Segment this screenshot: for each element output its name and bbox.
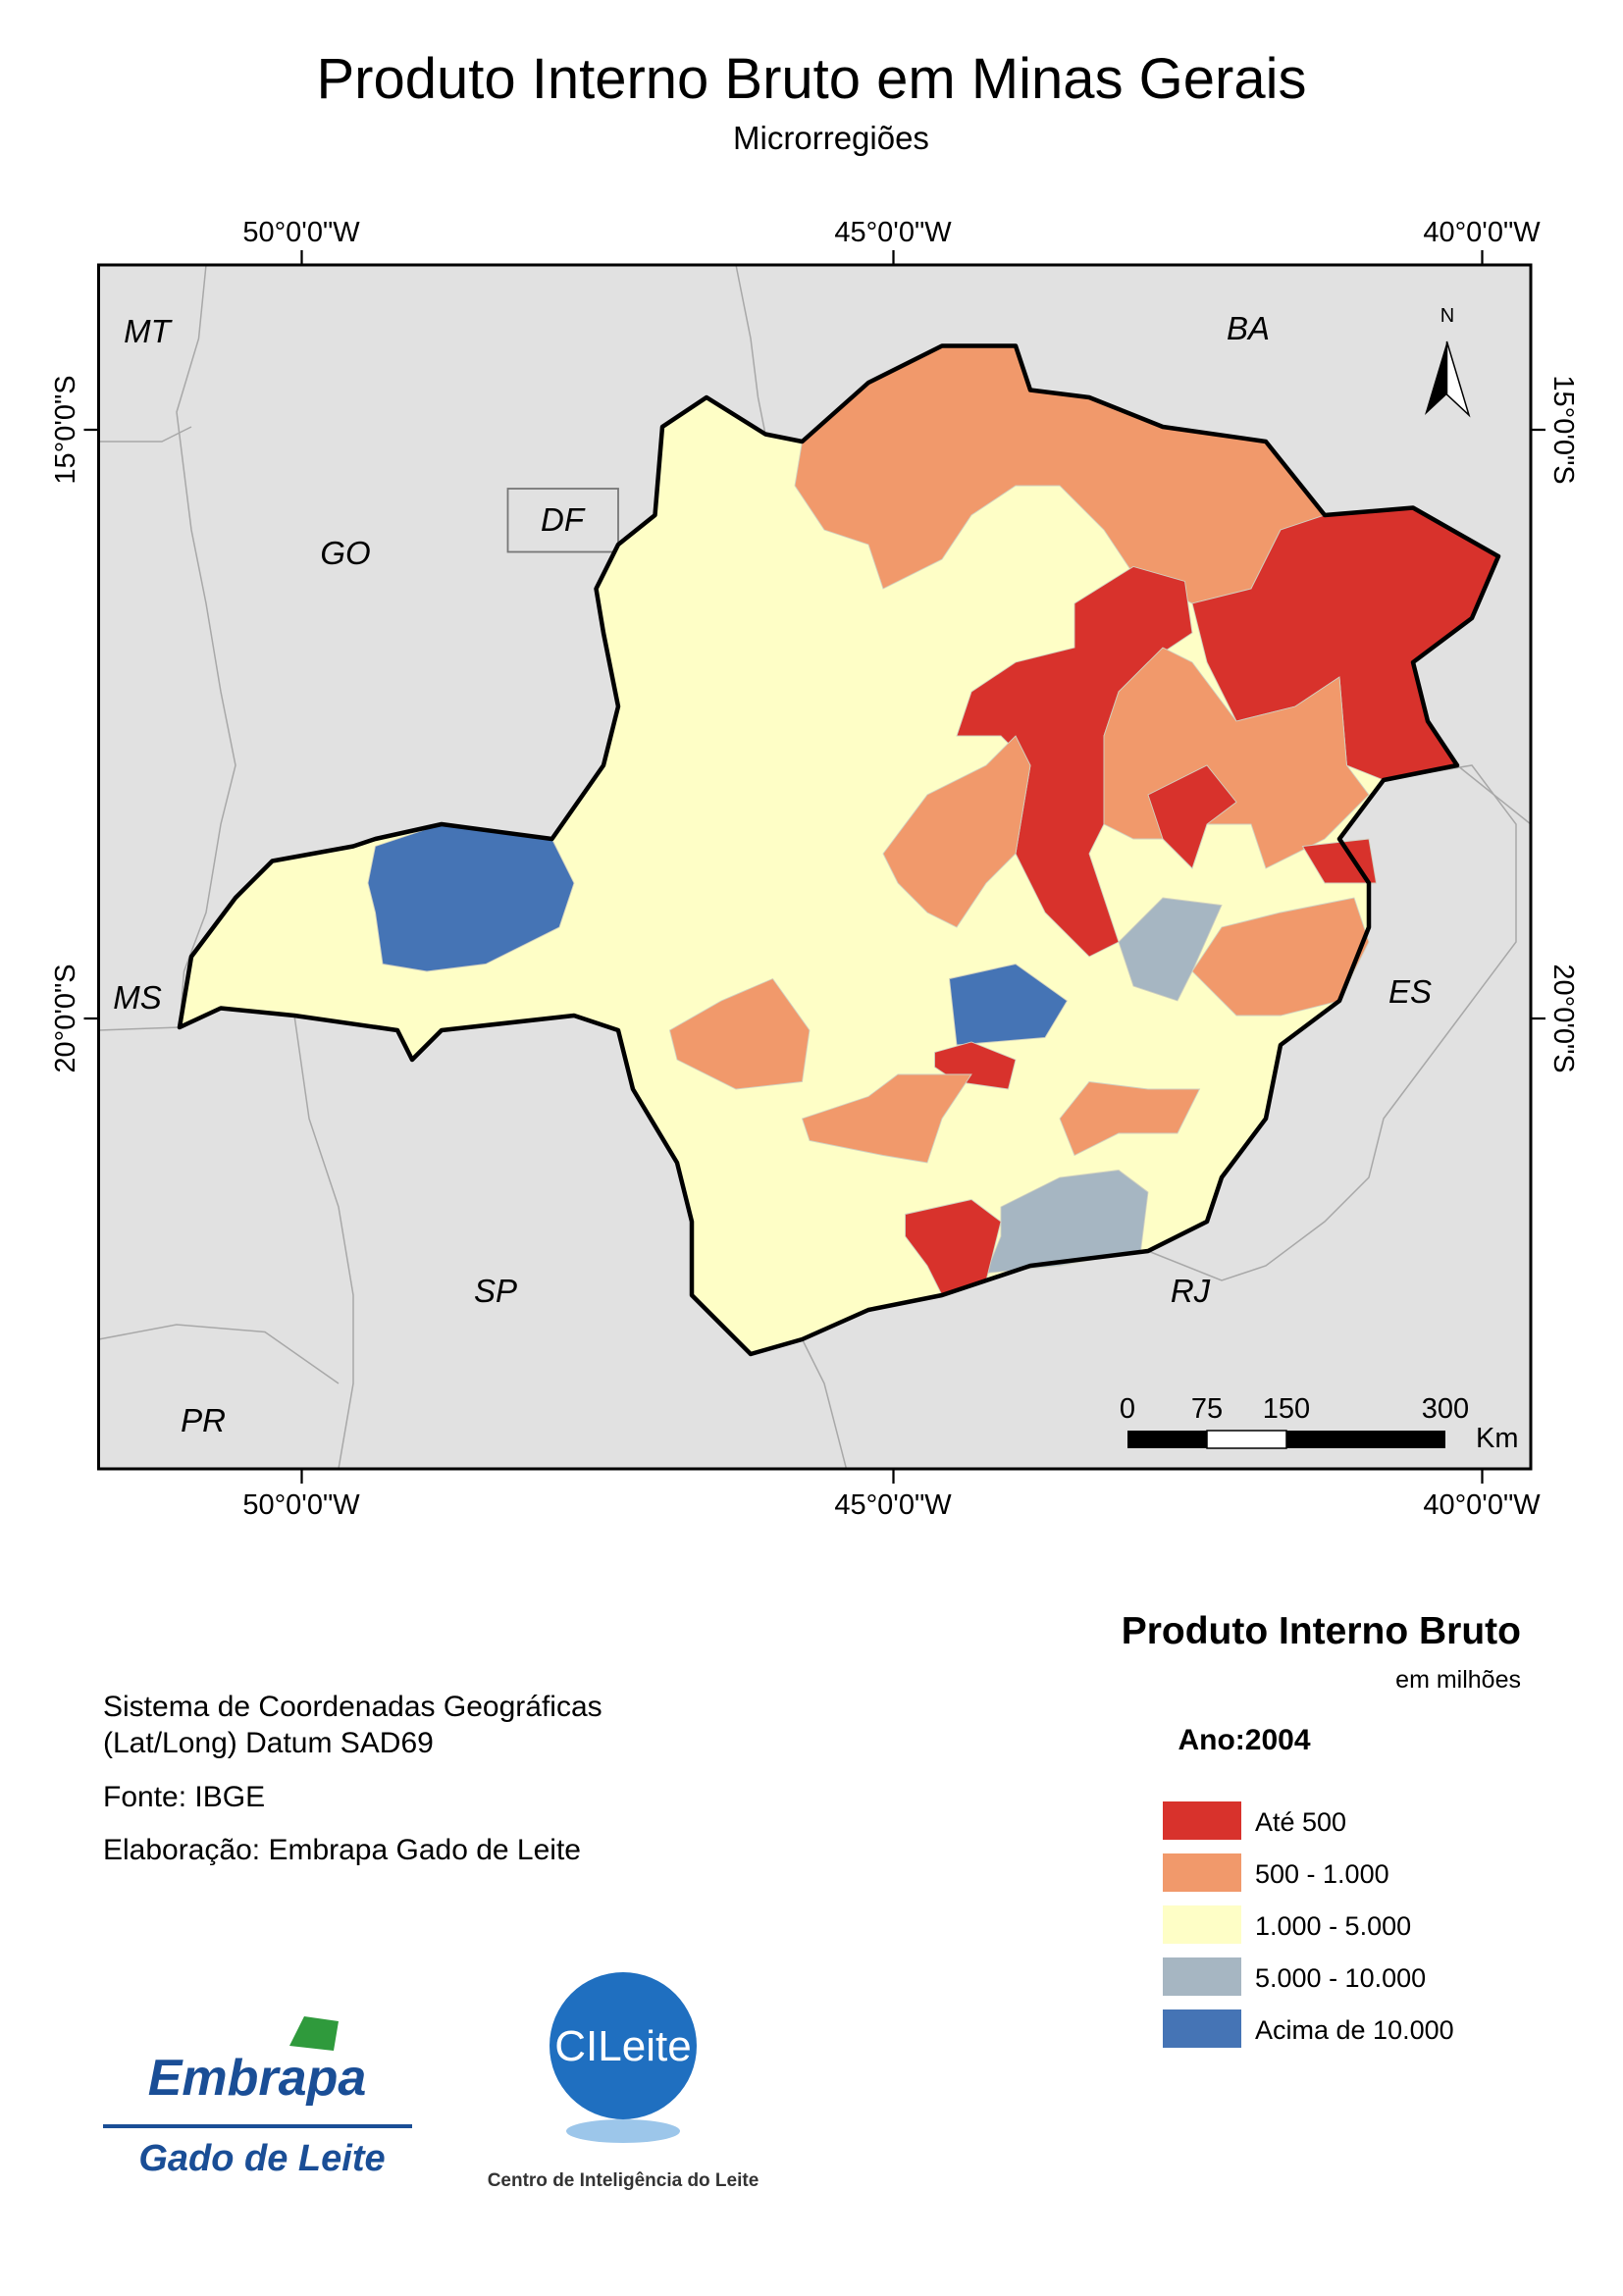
scale-unit: Km bbox=[1476, 1423, 1519, 1454]
region bbox=[1191, 897, 1370, 1017]
state-label: DF bbox=[541, 501, 586, 538]
lat-label: 20°0'0"S bbox=[50, 964, 81, 1072]
region bbox=[882, 735, 1031, 928]
north-label: N bbox=[1440, 305, 1454, 327]
region bbox=[1301, 838, 1378, 884]
scale-label: 0 bbox=[1120, 1393, 1135, 1425]
embrapa-rule bbox=[103, 2124, 412, 2128]
legend-swatch bbox=[1163, 1853, 1241, 1892]
lat-label: 15°0'0"S bbox=[50, 375, 81, 484]
title: Produto Interno Bruto em Minas Gerais bbox=[316, 47, 1306, 111]
cileite-sub: Centro de Inteligência do Leite bbox=[488, 2170, 759, 2191]
logos: Embrapa Gado de Leite CILeite Centro de … bbox=[103, 1972, 759, 2191]
axis-labels: 50°0'0"W 45°0'0"W 40°0'0"W 50°0'0"W 45°0… bbox=[50, 217, 1579, 1521]
region bbox=[1059, 1081, 1201, 1157]
legend-year: Ano:2004 bbox=[1178, 1724, 1310, 1756]
state-label: BA bbox=[1227, 310, 1270, 346]
legend-subtitle: em milhões bbox=[1395, 1666, 1521, 1694]
lat-label: 15°0'0"S bbox=[1547, 375, 1579, 484]
embrapa-leaf bbox=[289, 2016, 339, 2051]
legend: Produto Interno Bruto em milhões Ano:200… bbox=[1122, 1610, 1521, 2048]
state-label: GO bbox=[320, 535, 370, 571]
state-label: PR bbox=[181, 1402, 226, 1438]
graticule-ticks bbox=[83, 250, 1545, 1484]
legend-label: Até 500 bbox=[1255, 1807, 1346, 1837]
lon-label: 45°0'0"W bbox=[834, 217, 952, 248]
cileite-circle bbox=[550, 1972, 697, 2119]
scale-label: 75 bbox=[1191, 1393, 1223, 1425]
df-border bbox=[506, 488, 619, 553]
state-label: MS bbox=[113, 979, 162, 1016]
lat-label: 20°0'0"S bbox=[1547, 964, 1579, 1072]
north-arrow bbox=[1445, 340, 1471, 418]
state-label: MT bbox=[124, 313, 173, 349]
note: Elaboração: Embrapa Gado de Leite bbox=[103, 1834, 581, 1866]
cileite-logo: CILeite bbox=[554, 2022, 691, 2070]
subtitle: Microrregiões bbox=[733, 120, 929, 156]
note: (Lat/Long) Datum SAD69 bbox=[103, 1727, 434, 1759]
scale-bar bbox=[1127, 1430, 1445, 1449]
legend-swatch bbox=[1163, 1905, 1241, 1944]
state-label: ES bbox=[1388, 973, 1432, 1010]
state-label: RJ bbox=[1171, 1273, 1211, 1309]
cileite-shadow bbox=[566, 2119, 680, 2143]
note: Fonte: IBGE bbox=[103, 1781, 265, 1813]
lon-label: 45°0'0"W bbox=[834, 1489, 952, 1521]
legend-label: 1.000 - 5.000 bbox=[1255, 1911, 1411, 1941]
notes: Sistema de Coordenadas Geográficas (Lat/… bbox=[103, 1691, 602, 1866]
scale-label: 150 bbox=[1263, 1393, 1310, 1425]
legend-swatch bbox=[1163, 2009, 1241, 2048]
legend-label: Acima de 10.000 bbox=[1255, 2015, 1454, 2045]
north-arrow bbox=[1425, 341, 1447, 415]
lon-label: 40°0'0"W bbox=[1423, 217, 1541, 248]
legend-label: 500 - 1.000 bbox=[1255, 1859, 1389, 1889]
state-label: SP bbox=[474, 1273, 517, 1309]
lon-label: 40°0'0"W bbox=[1423, 1489, 1541, 1521]
region bbox=[668, 977, 811, 1090]
note: Sistema de Coordenadas Geográficas bbox=[103, 1691, 602, 1723]
region bbox=[956, 566, 1193, 958]
state-borders bbox=[98, 265, 1531, 1469]
legend-swatch bbox=[1163, 1957, 1241, 1996]
map bbox=[83, 250, 1545, 1484]
legend-title: Produto Interno Bruto bbox=[1122, 1610, 1521, 1652]
region bbox=[801, 1073, 972, 1164]
scale-label: 300 bbox=[1422, 1393, 1469, 1425]
region bbox=[949, 964, 1069, 1046]
legend-swatch bbox=[1163, 1801, 1241, 1840]
embrapa-sub: Gado de Leite bbox=[138, 2138, 385, 2179]
map-frame bbox=[97, 263, 1533, 1471]
legend-label: 5.000 - 10.000 bbox=[1255, 1963, 1426, 1993]
state-labels: MT BA GO DF MS ES SP RJ PR N 0 75 150 30… bbox=[113, 305, 1518, 1454]
state-outline bbox=[177, 343, 1501, 1357]
minas-gerais bbox=[177, 343, 1501, 1357]
region bbox=[1147, 764, 1237, 869]
lon-label: 50°0'0"W bbox=[242, 1489, 360, 1521]
lon-label: 50°0'0"W bbox=[242, 217, 360, 248]
embrapa-logo: Embrapa bbox=[148, 2050, 367, 2107]
